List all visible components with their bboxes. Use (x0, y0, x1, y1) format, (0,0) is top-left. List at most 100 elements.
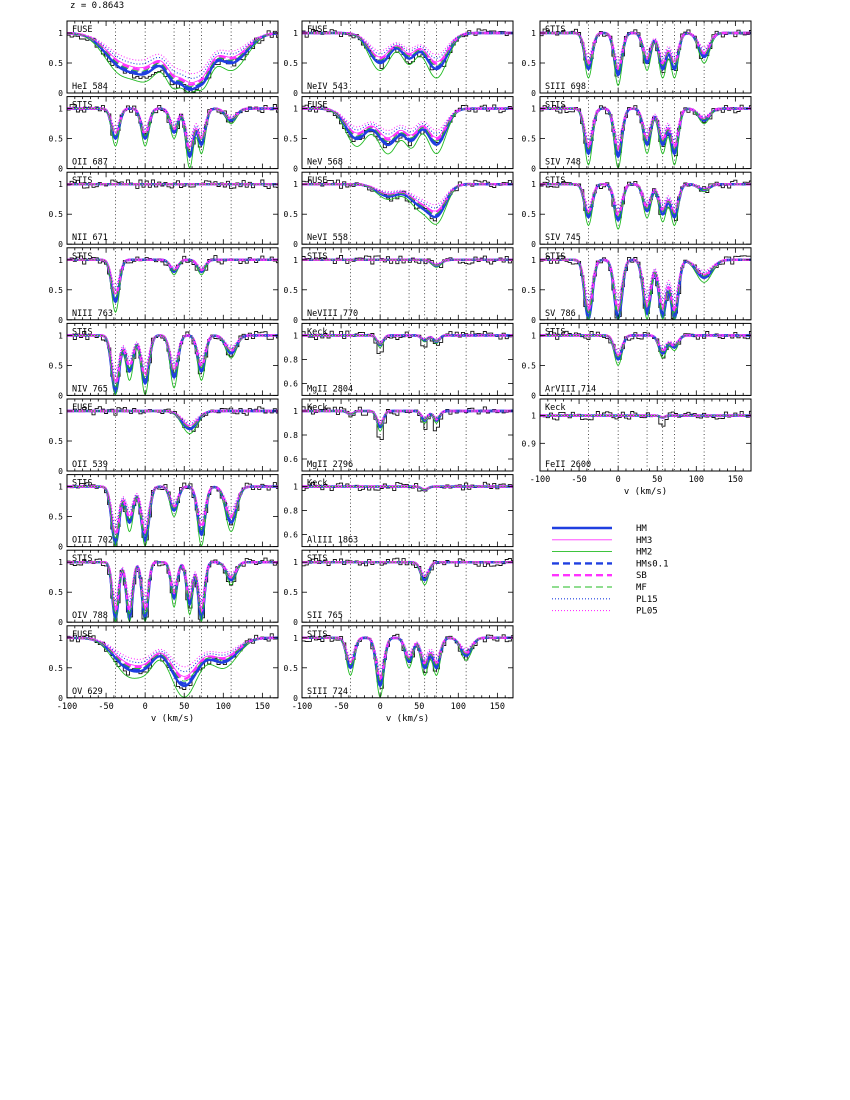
y-tick-label: 0 (58, 316, 63, 325)
y-tick-label: 0.8 (284, 355, 299, 364)
model-curve-hm3 (67, 259, 278, 295)
model-curve-hms01 (540, 334, 751, 360)
model-curve-hm2 (302, 561, 513, 586)
y-tick-label: 1 (58, 407, 63, 416)
instrument-label: STIS (72, 101, 92, 111)
model-curve-pl05 (67, 410, 278, 423)
panel-frame (66, 96, 279, 170)
x-tick-label: 50 (652, 475, 662, 485)
y-tick-label: 1 (531, 180, 536, 189)
model-curve-pl05 (302, 259, 513, 264)
y-tick-label: 1 (293, 558, 298, 567)
panel-frame (66, 247, 279, 321)
x-tick-label: -100 (530, 475, 550, 485)
x-tick-label: 100 (689, 475, 704, 485)
model-curve-hm2 (67, 637, 278, 698)
model-curve-pl15 (302, 32, 513, 59)
spectrum-panel: 0 0.5 1 FUSE OII 539 (49, 398, 279, 476)
spectrum-panel: 0.6 0.8 1 Keck MgII 2796 (284, 398, 514, 472)
model-curve-hm2 (67, 410, 278, 434)
spectrum-panel: 0 0.5 1 STIS SIV 748 (522, 96, 752, 174)
y-tick-label: 0 (531, 316, 536, 325)
ion-label: MgII 2804 (307, 384, 353, 394)
x-axis-label: v (km/s) (624, 487, 667, 497)
y-tick-label: 1 (531, 29, 536, 38)
ion-label: NeV 568 (307, 158, 343, 168)
x-tick-label: -50 (98, 702, 113, 712)
ion-label: NeIV 543 (307, 82, 348, 92)
instrument-label: STIS (307, 252, 327, 262)
model-curve-pl05 (540, 415, 751, 418)
y-tick-label: 0.5 (522, 210, 537, 219)
ion-label: ArVIII 714 (545, 384, 596, 394)
model-curve-sb (302, 409, 513, 427)
y-tick-label: 1 (58, 256, 63, 265)
y-tick-label: 0.5 (522, 286, 537, 295)
panel-frame (301, 171, 514, 245)
y-tick-label: 1 (293, 256, 298, 265)
model-curve-pl05 (302, 637, 513, 668)
y-tick-label: 0.5 (49, 437, 64, 446)
spectrum-panel: 0 0.5 1 STIS NIII 763 (49, 247, 279, 325)
y-tick-label: 0.5 (284, 210, 299, 219)
y-tick-label: 0 (531, 165, 536, 174)
y-tick-label: 0.5 (284, 588, 299, 597)
y-tick-label: 1 (58, 105, 63, 114)
ion-label: SV 786 (545, 309, 576, 319)
panel-frame (66, 625, 279, 699)
model-curve-pl15 (67, 32, 278, 79)
panel-frame (539, 171, 752, 245)
y-tick-label: 1 (58, 634, 63, 643)
model-curve-pl15 (67, 108, 278, 143)
spectrum-panel: 0 0.5 1 STIS OIV 788 (49, 549, 279, 627)
panel-frame (539, 247, 752, 321)
observed-spectrum (67, 30, 278, 93)
y-tick-label: 1 (58, 331, 63, 340)
observed-spectrum (302, 179, 513, 222)
model-curve-sb (67, 258, 278, 298)
ion-label: FeII 2600 (545, 460, 591, 470)
spectrum-panel: 0 0.5 1 FUSE NeV 568 (284, 96, 514, 174)
panel-frame (66, 398, 279, 472)
legend-label: HMs0.1 (636, 559, 669, 569)
panel-frame (301, 549, 514, 623)
model-curve-hm (67, 32, 278, 91)
instrument-label: STIS (307, 630, 327, 640)
legend-label: PL15 (636, 595, 658, 605)
instrument-label: STIS (72, 554, 92, 564)
ion-label: SIV 745 (545, 233, 581, 243)
model-curve-hms01 (302, 636, 513, 686)
panel-grid: 0 0.5 1 FUSE HeI 584 0 0.5 1 STIS OII 687 0 0.5 1 STI… (49, 20, 752, 724)
y-tick-label: 0 (293, 694, 298, 703)
y-tick-label: 1 (531, 331, 536, 340)
y-tick-label: 1 (293, 180, 298, 189)
y-tick-label: 0.8 (284, 431, 299, 440)
model-curve-mf (67, 637, 278, 682)
model-curve-hm (67, 409, 278, 431)
instrument-label: STIS (545, 252, 565, 262)
spectrum-panel: 0 0.5 1 STIS SV 786 (522, 247, 752, 325)
model-curve-hms01 (67, 32, 278, 90)
model-curve-pl05 (67, 259, 278, 286)
model-curve-pl15 (67, 561, 278, 604)
y-tick-label: 0.5 (49, 135, 64, 144)
model-curve-pl05 (302, 410, 513, 422)
model-curve-pl05 (302, 561, 513, 574)
model-curve-hm (540, 334, 751, 361)
ion-label: SII 765 (307, 611, 343, 621)
y-tick-label: 0 (58, 618, 63, 627)
spectrum-panel: 0.6 0.8 1 Keck AlIII 1863 (284, 474, 514, 548)
ion-label: NeVIII 770 (307, 309, 358, 319)
x-axis-label: v (km/s) (386, 714, 429, 724)
ion-label: MgII 2796 (307, 460, 353, 470)
y-tick-label: 0 (293, 618, 298, 627)
model-curve-hms01 (302, 409, 513, 428)
model-curve-mf (302, 183, 513, 215)
model-curve-pl05 (302, 32, 513, 56)
x-tick-label: 150 (490, 702, 505, 712)
model-curve-pl15 (67, 259, 278, 290)
y-tick-label: 0.5 (284, 286, 299, 295)
panel-frame (301, 20, 514, 94)
instrument-label: FUSE (72, 630, 92, 640)
